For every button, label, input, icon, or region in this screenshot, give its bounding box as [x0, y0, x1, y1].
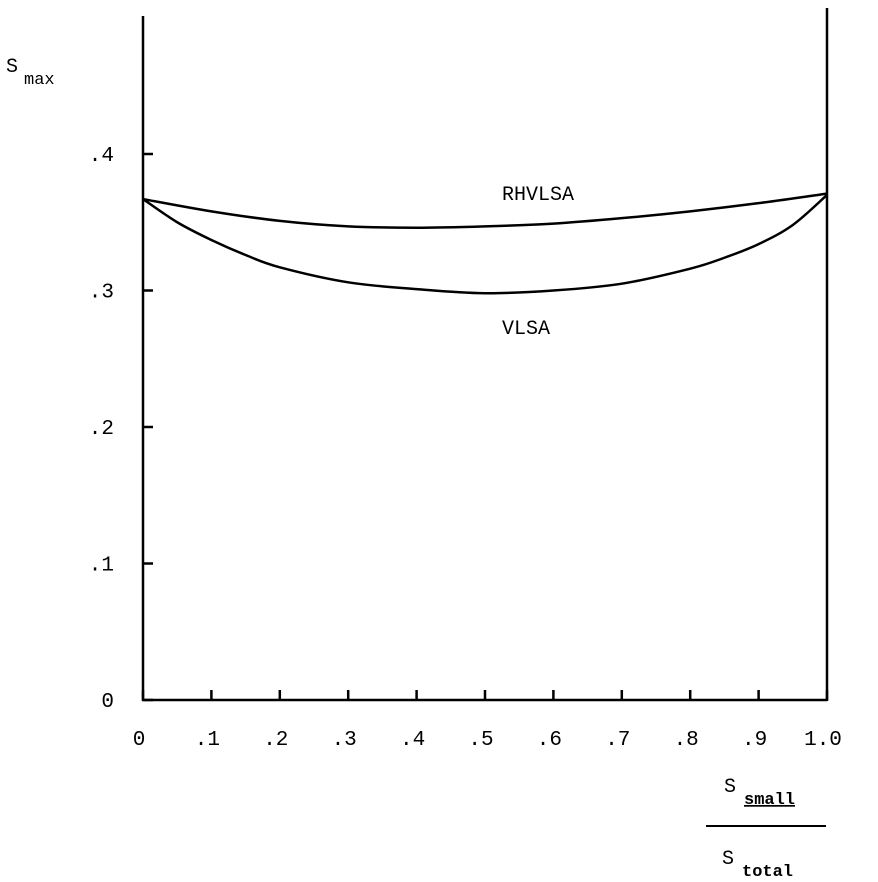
y-axis-title-sub: max [24, 71, 55, 90]
y-tick-label: .1 [89, 555, 114, 578]
x-tick-label: .1 [195, 729, 220, 752]
y-axis-title: S max [6, 56, 55, 90]
x-axis-title-numerator: S [724, 776, 736, 799]
y-tick-label: .4 [89, 145, 114, 168]
y-ticks: 0 .1 .2 .3 .4 [89, 145, 153, 714]
y-tick-label: .3 [89, 282, 114, 305]
series-line-rhvlsa [142, 192, 828, 229]
y-tick-label: 0 [101, 691, 114, 714]
x-axis-title-denominator-sub: total [742, 863, 793, 882]
x-tick-label: .9 [742, 729, 767, 752]
x-tick-label: .4 [400, 729, 425, 752]
x-tick-label: .5 [468, 729, 493, 752]
series-label-rhvlsa: RHVLSA [502, 184, 574, 207]
x-tick-label: 0 [133, 729, 146, 752]
axes [141, 8, 829, 702]
x-axis-title: S small S total [706, 776, 826, 882]
series-group [142, 192, 828, 295]
x-tick-label: .7 [605, 729, 630, 752]
series-label-vlsa: VLSA [502, 318, 550, 341]
x-axis-title-denominator: S [722, 848, 734, 871]
y-tick-label: .2 [89, 418, 114, 441]
x-tick-label: 1.0 [804, 729, 842, 752]
x-ticks: 0 .1 .2 .3 .4 .5 .6 .7 .8 .9 1.0 [133, 690, 842, 752]
x-tick-label: .8 [674, 729, 699, 752]
series-line-vlsa [142, 194, 828, 295]
x-tick-label: .2 [263, 729, 288, 752]
x-tick-label: .3 [332, 729, 357, 752]
x-tick-label: .6 [537, 729, 562, 752]
x-axis-title-numerator-sub: small [744, 791, 795, 810]
y-axis-title-main: S [6, 56, 18, 79]
